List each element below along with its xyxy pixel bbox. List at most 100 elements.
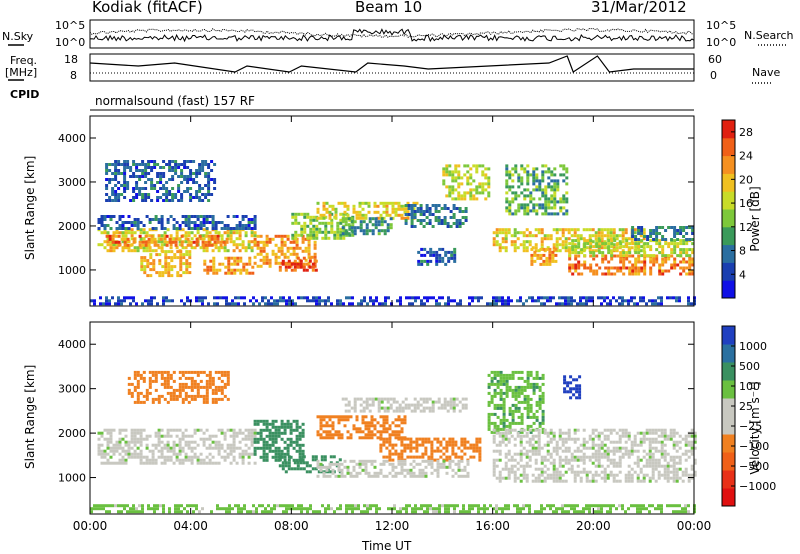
velocity-colorbar-segment xyxy=(722,470,735,489)
nsearch-label: N.Search xyxy=(744,29,794,42)
velocity-colorbar-segment xyxy=(722,362,735,381)
power-data-band xyxy=(140,250,192,278)
power-data-band xyxy=(203,256,255,275)
xtick-label: 08:00 xyxy=(274,519,309,533)
power-ytick-label: 3000 xyxy=(58,176,86,189)
nsearch-trace xyxy=(89,27,695,38)
power-ytick-label: 4000 xyxy=(58,132,86,145)
velocity-colorbar-tick-label: −100 xyxy=(739,440,769,453)
nave-tick-high: 60 xyxy=(708,53,722,66)
power-data-band xyxy=(530,247,558,266)
velocity-colorbar-tick-label: −500 xyxy=(739,460,769,473)
freq-tick-high: 18 xyxy=(64,53,78,66)
freq-trace xyxy=(89,55,694,73)
velocity-colorbar-tick-label: −1000 xyxy=(739,480,776,493)
velocity-colorbar-segment xyxy=(722,380,735,399)
velocity-colorbar-tick-label: 1000 xyxy=(739,340,767,353)
power-data-band xyxy=(278,256,318,272)
power-data-band xyxy=(341,217,393,236)
velocity-colorbar-tick-label: −25 xyxy=(739,420,762,433)
xtick-label: 12:00 xyxy=(375,519,410,533)
velocity-data-band xyxy=(127,370,230,404)
power-data-band xyxy=(105,234,229,247)
site-title: Kodiak (fitACF) xyxy=(92,0,203,16)
freq-tick-low: 8 xyxy=(70,69,77,82)
power-data-band xyxy=(631,226,695,241)
power-colorbar-segment xyxy=(722,137,735,157)
velocity-data-band xyxy=(316,415,407,440)
xtick-label: 16:00 xyxy=(475,519,510,533)
xtick-label: 04:00 xyxy=(173,519,208,533)
power-data-band xyxy=(568,254,695,276)
noise-tick-high-right: 10^5 xyxy=(706,19,737,32)
velocity-colorbar-tick-label: 25 xyxy=(739,400,753,413)
velocity-ytick-label: 3000 xyxy=(58,383,86,396)
power-colorbar-tick-label: 8 xyxy=(739,245,746,258)
power-colorbar-segment xyxy=(722,155,735,174)
power-colorbar-frame xyxy=(721,119,736,299)
cpid-label: CPID xyxy=(10,88,40,101)
velocity-colorbar-segment xyxy=(722,488,735,507)
power-ytick-label: 2000 xyxy=(58,220,86,233)
noise-tick-low-right: 10^0 xyxy=(706,36,737,49)
velocity-colorbar-segment xyxy=(722,452,735,471)
power-colorbar-segment xyxy=(722,280,735,299)
velocity-ytick-label: 2000 xyxy=(58,427,86,440)
power-colorbar-tick-label: 4 xyxy=(739,268,746,281)
velocity-data-band xyxy=(253,419,305,462)
freq-label: Freq. xyxy=(10,54,38,67)
power-data-band xyxy=(505,164,569,216)
power-colorbar-tick-label: 24 xyxy=(739,150,753,163)
power-colorbar-segment xyxy=(722,191,735,210)
beam-title: Beam 10 xyxy=(355,0,423,16)
power-data-band xyxy=(105,160,217,202)
power-data-band xyxy=(417,247,457,266)
x-axis-label: Time UT xyxy=(362,539,412,553)
power-data-band xyxy=(404,204,468,228)
velocity-data-band xyxy=(97,428,257,465)
freq-panel xyxy=(89,53,695,82)
velocity-data-band xyxy=(341,397,468,413)
velocity-colorbar-segment xyxy=(722,434,735,453)
xtick-label: 00:00 xyxy=(677,519,712,533)
freq-unit-label: [MHz] xyxy=(5,66,38,79)
power-data-band xyxy=(291,212,355,240)
power-colorbar-segment xyxy=(722,120,735,139)
velocity-data-band xyxy=(90,504,696,514)
velocity-colorbar-segment xyxy=(722,416,735,435)
velocity-plot-bg xyxy=(90,322,694,514)
nsky-trace xyxy=(89,28,695,43)
nave-label: Nave xyxy=(752,66,781,79)
power-data-band xyxy=(253,234,317,268)
velocity-ytick-label: 1000 xyxy=(58,472,86,485)
power-data-band xyxy=(97,215,257,230)
power-colorbar-segment xyxy=(722,226,735,246)
nsky-label: N.Sky xyxy=(2,30,34,43)
cpid-text: normalsound (fast) 157 RF xyxy=(95,94,255,108)
noise-tick-low-left: 10^0 xyxy=(55,36,86,49)
velocity-data-band xyxy=(379,437,482,462)
velocity-colorbar-tick-label: 100 xyxy=(739,380,760,393)
power-colorbar-segment xyxy=(722,244,735,263)
power-colorbar-tick-label: 12 xyxy=(739,221,753,234)
power-data-band xyxy=(90,296,696,306)
power-colorbar-tick-label: 20 xyxy=(739,173,753,186)
power-colorbar-segment xyxy=(722,209,735,228)
velocity-ytick-label: 4000 xyxy=(58,338,86,351)
power-colorbar-tick-label: 16 xyxy=(739,197,753,210)
velocity-colorbar-segment xyxy=(722,326,735,345)
velocity-data-band xyxy=(316,459,470,478)
velocity-colorbar-segment xyxy=(722,344,735,363)
velocity-data-band xyxy=(563,375,582,400)
noise-tick-high-left: 10^5 xyxy=(55,19,86,32)
date-title: 31/Mar/2012 xyxy=(591,0,687,16)
power-colorbar-tick-label: 28 xyxy=(739,126,753,139)
velocity-colorbar-tick-label: 500 xyxy=(739,360,760,373)
power-data-band xyxy=(442,164,491,201)
xtick-label: 00:00 xyxy=(73,519,108,533)
xtick-label: 20:00 xyxy=(576,519,611,533)
power-colorbar-segment xyxy=(722,262,735,281)
nave-tick-low: 0 xyxy=(710,69,717,82)
